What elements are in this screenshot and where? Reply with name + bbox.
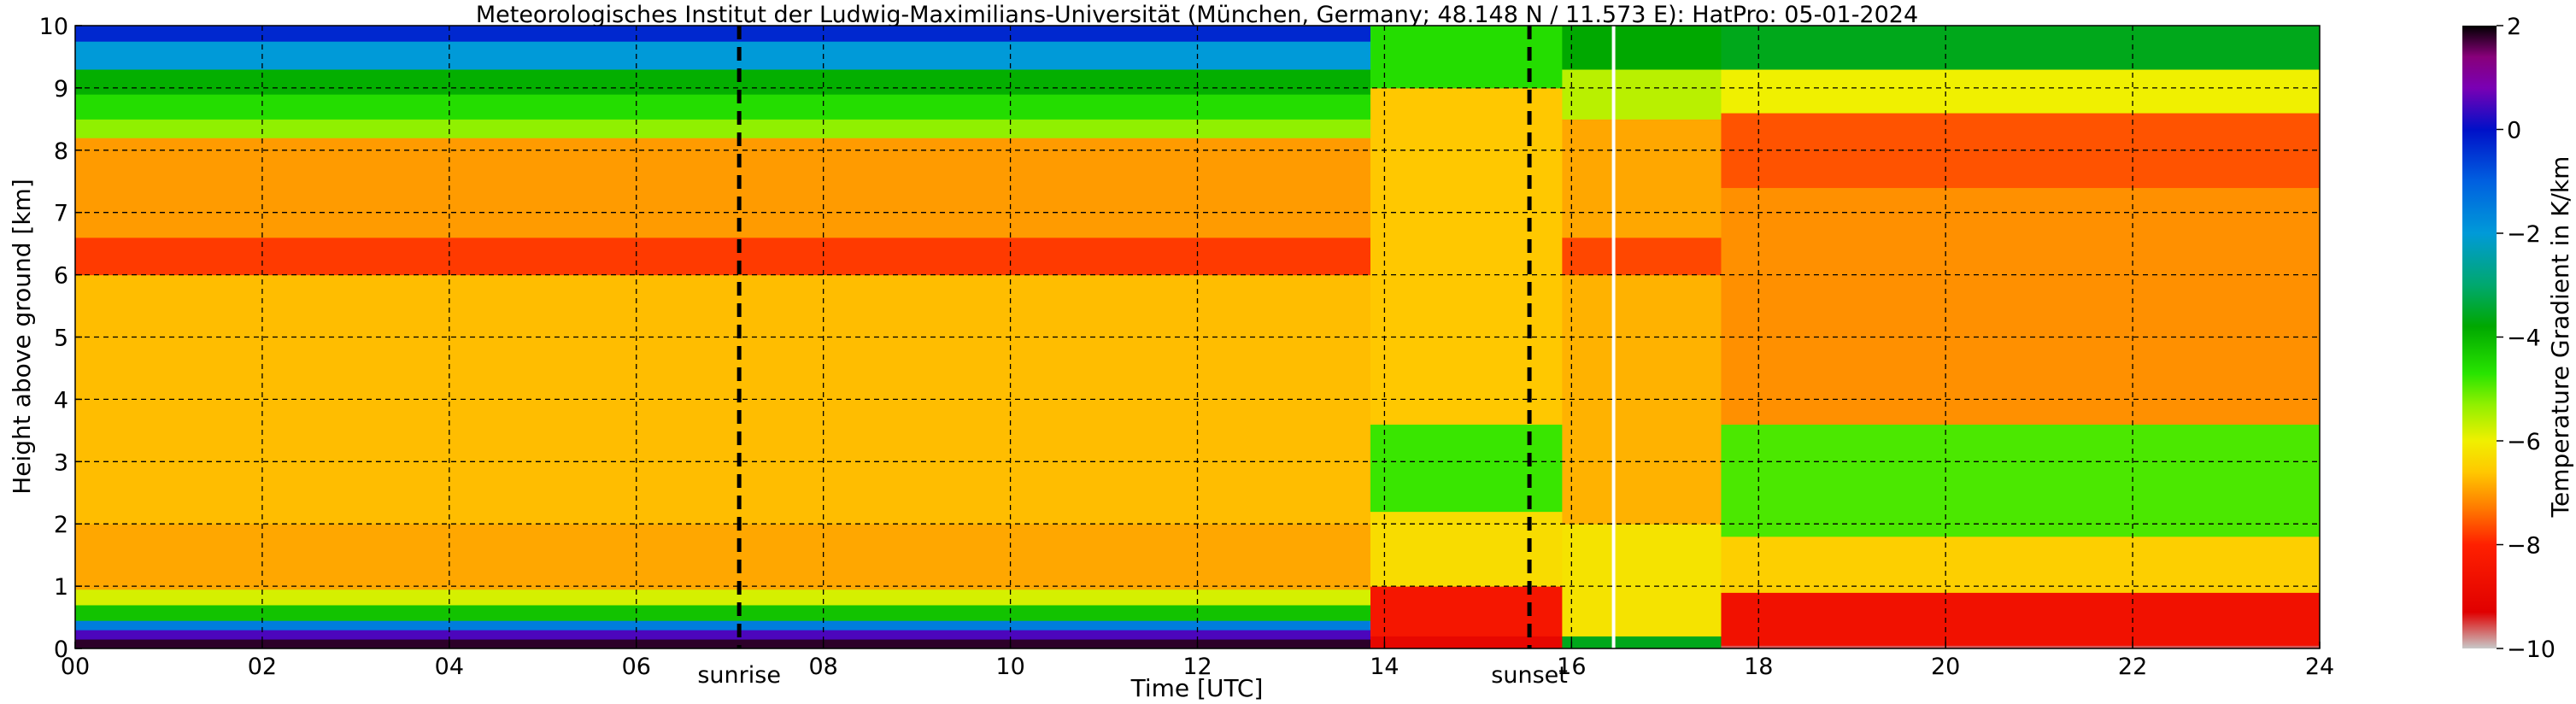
colorbar-tick-label: −10 <box>2507 637 2555 663</box>
x-axis-ticks: 00 02 04 06 08 10 12 14 16 18 20 22 24 <box>61 642 2334 680</box>
colorbar-label: Temperature Gradient in K/km <box>2546 156 2574 519</box>
heatmap-cell <box>75 630 1371 640</box>
chart-title: Meteorologisches Institut der Ludwig-Max… <box>476 2 1918 28</box>
y-tick-label: 4 <box>54 387 68 414</box>
heatmap-cell <box>1370 87 1563 425</box>
heatmap-cell <box>75 41 1371 70</box>
x-tick-label: 16 <box>1557 654 1586 680</box>
colorbar-tick-label: −8 <box>2507 533 2541 560</box>
heatmap-cell <box>75 94 1371 120</box>
heatmap-cell <box>75 26 1371 42</box>
x-tick-label: 14 <box>1370 654 1399 680</box>
event-label: sunset <box>1491 662 1568 689</box>
heatmap-cell <box>1370 636 1563 648</box>
heatmap-area <box>75 26 2320 648</box>
heatmap-cell <box>75 524 1371 590</box>
heatmap-cell <box>75 589 1371 606</box>
y-tick-label: 9 <box>54 76 68 103</box>
y-tick-label: 5 <box>54 326 68 352</box>
colorbar <box>2462 26 2497 648</box>
y-tick-label: 10 <box>39 14 68 40</box>
y-axis-ticks: 0 1 2 3 4 5 6 7 8 9 10 <box>39 14 82 663</box>
x-tick-label: 12 <box>1182 654 1212 680</box>
x-tick-label: 04 <box>435 654 464 680</box>
y-tick-label: 7 <box>54 201 68 227</box>
colorbar-ticks: 2 0 −2 −4 −6 −8 −10 <box>2497 14 2555 663</box>
y-tick-label: 6 <box>54 263 68 290</box>
heatmap-cell <box>1562 274 1722 525</box>
heatmap-cell <box>75 119 1371 138</box>
heatmap-cell <box>75 237 1371 276</box>
x-axis-label: Time [UTC] <box>1130 674 1264 702</box>
heatmap-cell <box>1370 586 1563 637</box>
heatmap-cell <box>1562 237 1722 276</box>
heatmap-cell <box>1721 424 2320 537</box>
heatmap-cell <box>75 604 1371 621</box>
y-tick-label: 1 <box>54 574 68 601</box>
colorbar-tick-label: −6 <box>2507 429 2541 455</box>
x-tick-label: 06 <box>622 654 651 680</box>
heatmap-cell <box>75 138 1371 238</box>
y-tick-label: 3 <box>54 449 68 476</box>
heatmap-cell <box>1562 69 1722 120</box>
heatmap-cell <box>75 69 1371 95</box>
colorbar-tick-label: −4 <box>2507 326 2541 352</box>
heatmap-cell <box>1721 26 2320 70</box>
heatmap-cell <box>1370 424 1563 513</box>
heatmap-cell <box>1562 26 1722 70</box>
x-tick-label: 24 <box>2305 654 2334 680</box>
y-tick-label: 8 <box>54 138 68 165</box>
heatmap-cell <box>1562 524 1722 637</box>
colorbar-tick-label: 2 <box>2507 14 2521 40</box>
x-tick-label: 20 <box>1931 654 1960 680</box>
heatmap-cell <box>1721 536 2320 593</box>
heatmap-cell <box>75 639 1371 648</box>
y-tick-label: 0 <box>54 637 68 663</box>
heatmap-cell <box>1721 592 2320 646</box>
grid-lines <box>75 26 2320 648</box>
x-tick-label: 02 <box>248 654 277 680</box>
colorbar-tick-label: −2 <box>2507 221 2541 248</box>
x-tick-label: 10 <box>995 654 1024 680</box>
heatmap-cell <box>75 620 1371 631</box>
event-label: sunrise <box>697 662 781 689</box>
heatmap-cell <box>1370 26 1563 89</box>
x-tick-label: 00 <box>61 654 90 680</box>
heatmap-cell <box>75 274 1371 525</box>
y-tick-label: 2 <box>54 512 68 538</box>
event-markers: sunrise sunset <box>697 26 1568 689</box>
heatmap-cell <box>1721 645 2320 648</box>
heatmap-cell <box>1721 69 2320 114</box>
heatmap-cell <box>1721 187 2320 425</box>
colorbar-tick-label: 0 <box>2507 118 2521 144</box>
heatmap-cell <box>1562 636 1722 648</box>
x-tick-label: 22 <box>2118 654 2147 680</box>
x-tick-label: 08 <box>808 654 837 680</box>
heatmap-cell <box>1370 511 1563 587</box>
x-tick-label: 18 <box>1744 654 1773 680</box>
y-axis-label: Height above ground [km] <box>8 179 36 495</box>
heatmap-cell <box>1562 119 1722 238</box>
